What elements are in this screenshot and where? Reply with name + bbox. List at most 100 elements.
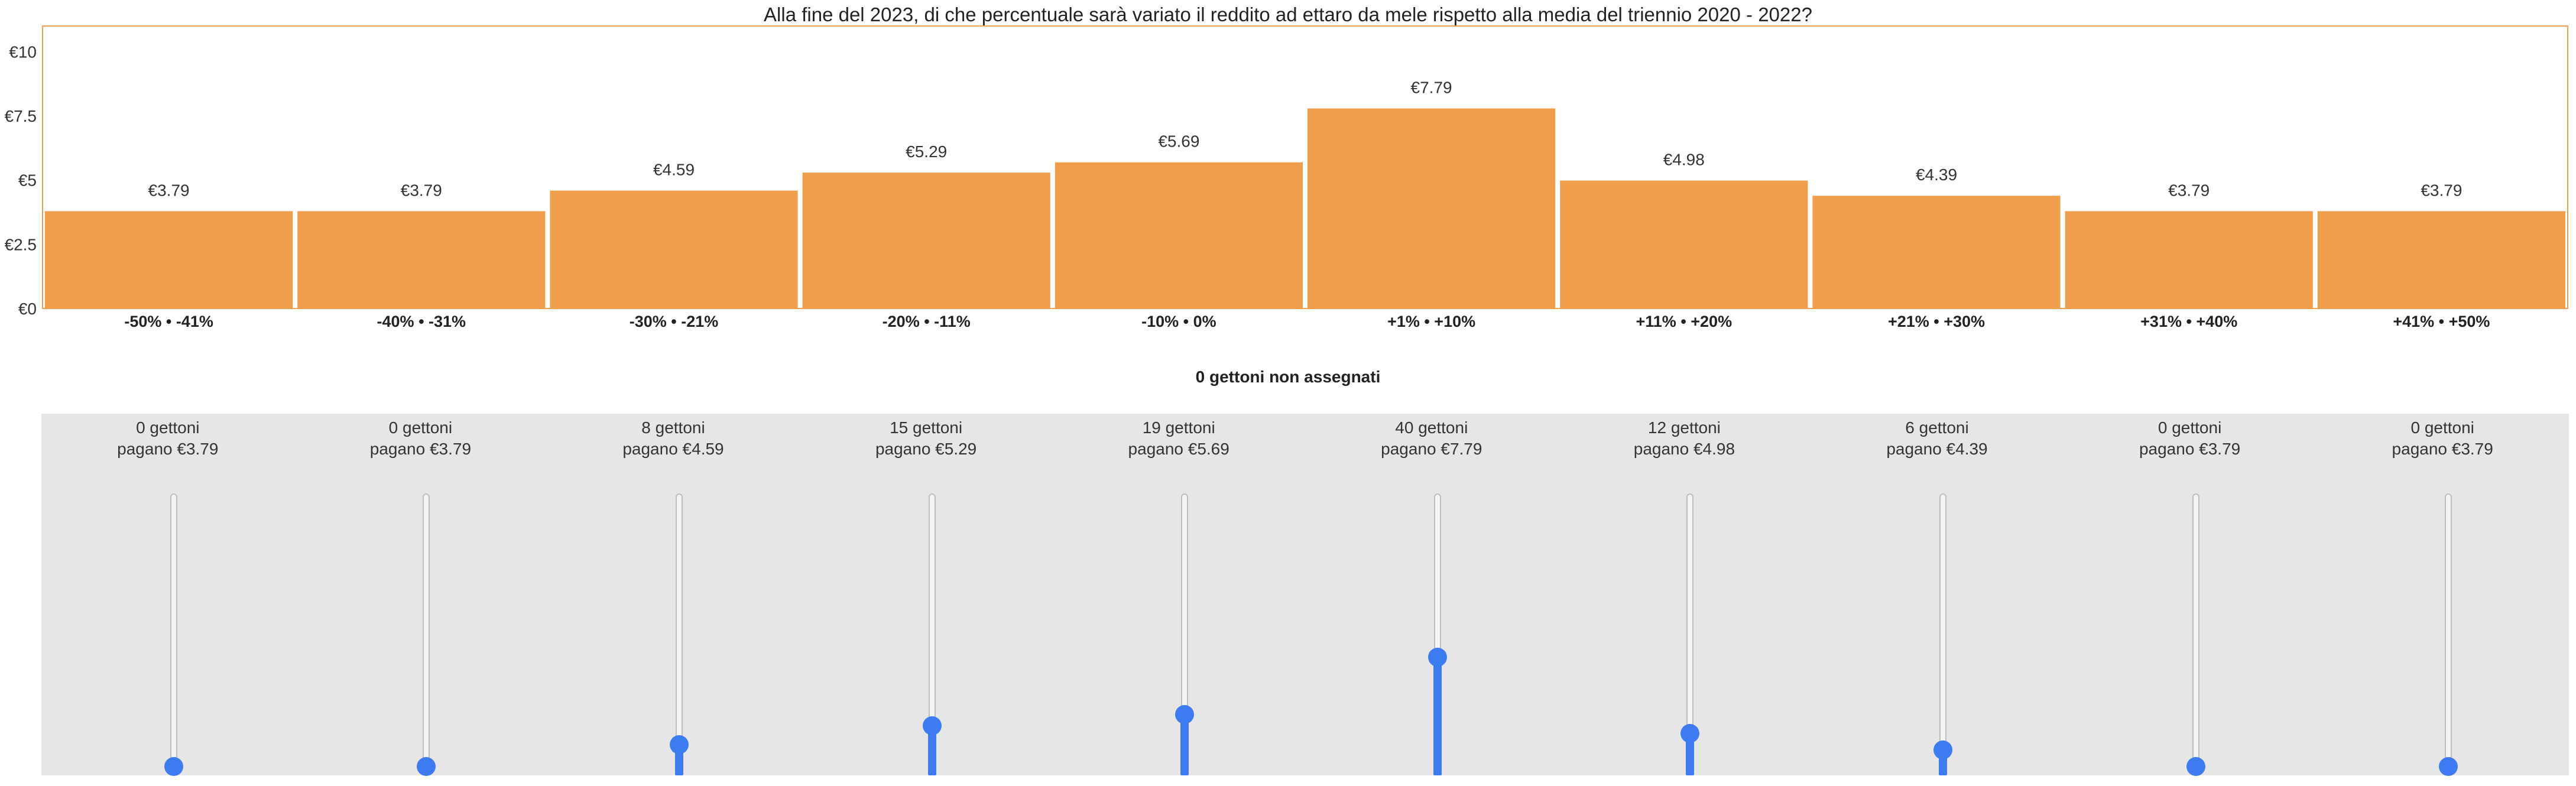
bar-value-label: €3.79 <box>401 181 442 199</box>
token-price-label: pagano €3.79 <box>2139 440 2241 458</box>
unassigned-tokens-label: 0 gettoni non assegnati <box>1195 368 1381 386</box>
token-slot: 0 gettoni pagano €3.79 <box>2316 414 2569 776</box>
category-label: -50% • -41% <box>124 313 213 330</box>
token-count-label: 19 gettoni <box>1142 418 1215 437</box>
slider-thumb[interactable] <box>669 735 689 754</box>
bar-value-label: €3.79 <box>2168 181 2210 199</box>
token-slot-text: 19 gettoni pagano €5.69 <box>1052 414 1305 460</box>
token-slot: 0 gettoni pagano €3.79 <box>294 414 547 776</box>
bar-chart: €0 €2.5 €5 €7.5 €10 €3.79 -50% • -41% €3.79 -40%… <box>5 25 2568 330</box>
plot-frame <box>42 25 2568 309</box>
token-count-label: 0 gettoni <box>2410 418 2474 437</box>
category-label: +41% • +50% <box>2393 313 2490 330</box>
slider-fill <box>1686 733 1695 775</box>
bar <box>1308 108 1556 309</box>
token-price-label: pagano €3.79 <box>2392 440 2493 458</box>
y-tick-label: €7.5 <box>5 107 37 125</box>
slider-track[interactable] <box>2445 493 2452 768</box>
bar <box>2317 211 2565 308</box>
token-count-label: 6 gettoni <box>1905 418 1969 437</box>
token-slot: 19 gettoni pagano €5.69 <box>1052 414 1305 775</box>
token-slot-text: 12 gettoni pagano €4.98 <box>1558 414 1811 460</box>
bar-value-label: €4.39 <box>1916 165 1957 184</box>
slider-thumb[interactable] <box>164 757 183 776</box>
token-slot-text: 0 gettoni pagano €3.79 <box>2316 414 2569 460</box>
category-label: -30% • -21% <box>630 313 719 330</box>
category-label: +1% • +10% <box>1387 313 1475 330</box>
y-tick-label: €0 <box>18 300 37 318</box>
token-count-label: 15 gettoni <box>890 418 963 437</box>
slider-track[interactable] <box>675 493 683 768</box>
token-slot: 15 gettoni pagano €5.29 <box>800 414 1053 775</box>
y-tick-label: €5 <box>18 171 37 190</box>
bar-value-label: €3.79 <box>148 181 190 199</box>
token-slot: 40 gettoni pagano €7.79 <box>1305 414 1558 775</box>
bar <box>1560 180 1808 308</box>
category-label: -40% • -31% <box>377 313 466 330</box>
token-slot-text: 0 gettoni pagano €3.79 <box>41 414 294 460</box>
slider-thumb[interactable] <box>1175 705 1195 725</box>
slider-thumb[interactable] <box>1680 724 1700 743</box>
token-price-label: pagano €4.39 <box>1886 440 1988 458</box>
bar-value-label: €5.29 <box>906 142 947 161</box>
token-slot: 0 gettoni pagano €3.79 <box>2064 414 2317 776</box>
bar-value-label: €3.79 <box>2421 181 2462 199</box>
token-slot-text: 8 gettoni pagano €4.59 <box>547 414 800 460</box>
token-count-label: 0 gettoni <box>388 418 453 437</box>
token-price-label: pagano €3.79 <box>369 440 472 458</box>
slider-thumb[interactable] <box>417 757 436 776</box>
token-count-label: 8 gettoni <box>641 418 705 437</box>
slider-track[interactable] <box>423 493 430 768</box>
token-price-label: pagano €3.79 <box>117 440 219 458</box>
token-count-label: 0 gettoni <box>2158 418 2222 437</box>
bar-value-label: €5.69 <box>1158 132 1199 151</box>
token-count-label: 12 gettoni <box>1647 418 1721 437</box>
slider-track[interactable] <box>1939 493 1946 768</box>
token-price-label: pagano €5.69 <box>1128 440 1229 458</box>
bar <box>45 211 293 308</box>
slider-track[interactable] <box>2192 493 2199 768</box>
slider-thumb[interactable] <box>1933 740 1952 760</box>
token-price-label: pagano €7.79 <box>1381 440 1482 458</box>
slider-fill <box>1433 657 1442 775</box>
slider-fill <box>927 725 936 775</box>
token-slot: 8 gettoni pagano €4.59 <box>547 414 800 775</box>
bar <box>297 211 546 308</box>
category-label: +31% • +40% <box>2140 313 2237 330</box>
token-price-label: pagano €4.98 <box>1633 440 1735 458</box>
token-slot-text: 0 gettoni pagano €3.79 <box>2064 414 2317 460</box>
token-slot-text: 40 gettoni pagano €7.79 <box>1305 414 1558 460</box>
slider-thumb[interactable] <box>2439 757 2458 776</box>
token-slot-text: 0 gettoni pagano €3.79 <box>294 414 547 460</box>
bar <box>1055 162 1303 308</box>
token-price-label: pagano €4.59 <box>622 440 724 458</box>
chart-title: Alla fine del 2023, di che percentuale s… <box>764 4 1812 25</box>
token-price-label: pagano €5.29 <box>875 440 977 458</box>
token-slot-text: 15 gettoni pagano €5.29 <box>800 414 1053 460</box>
bar-value-label: €4.98 <box>1663 151 1705 169</box>
slider-thumb[interactable] <box>1427 647 1447 667</box>
slider-thumb[interactable] <box>922 716 942 735</box>
bar <box>802 173 1050 308</box>
token-count-label: 40 gettoni <box>1395 418 1468 437</box>
slider-track[interactable] <box>170 493 177 768</box>
category-label: -10% • 0% <box>1141 313 1216 330</box>
y-tick-label: €2.5 <box>5 235 37 254</box>
token-slot-text: 6 gettoni pagano €4.39 <box>1811 414 2064 460</box>
token-slot: 0 gettoni pagano €3.79 <box>41 414 294 776</box>
bar <box>1812 196 2061 308</box>
token-slot: 12 gettoni pagano €4.98 <box>1558 414 1811 775</box>
bar-value-label: €7.79 <box>1411 78 1452 96</box>
y-tick-label: €10 <box>9 43 37 61</box>
bar <box>550 190 798 308</box>
token-slider-panel: 0 gettoni pagano €3.79 0 gettoni pagano €3.… <box>41 414 2569 776</box>
category-label: +11% • +20% <box>1636 313 1733 330</box>
category-label: -20% • -11% <box>883 313 971 330</box>
category-label: +21% • +30% <box>1888 313 1985 330</box>
token-count-label: 0 gettoni <box>136 418 200 437</box>
slider-thumb[interactable] <box>2186 757 2205 776</box>
bar-value-label: €4.59 <box>653 161 695 179</box>
bar <box>2065 211 2313 308</box>
slider-fill <box>1180 714 1189 775</box>
token-slot: 6 gettoni pagano €4.39 <box>1811 414 2064 775</box>
